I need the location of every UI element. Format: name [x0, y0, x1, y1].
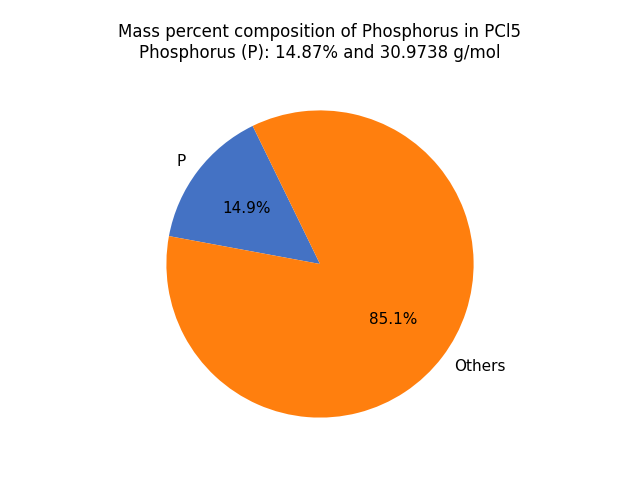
- Title: Mass percent composition of Phosphorus in PCl5
Phosphorus (P): 14.87% and 30.973: Mass percent composition of Phosphorus i…: [118, 24, 522, 62]
- Text: 14.9%: 14.9%: [222, 201, 271, 216]
- Wedge shape: [166, 110, 474, 418]
- Wedge shape: [169, 126, 320, 264]
- Text: P: P: [176, 154, 186, 169]
- Text: Others: Others: [454, 359, 506, 374]
- Text: 85.1%: 85.1%: [369, 312, 417, 327]
